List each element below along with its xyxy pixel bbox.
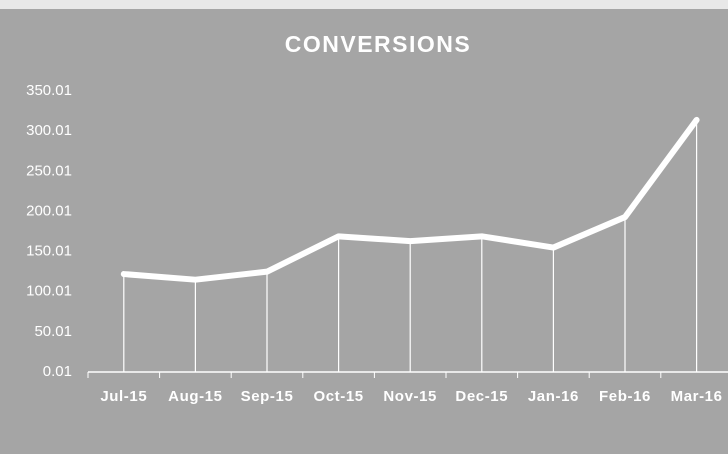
y-tick-label: 0.01 <box>43 363 72 380</box>
x-tick-label: Nov-15 <box>383 388 437 405</box>
y-tick-label: 100.01 <box>26 283 72 300</box>
x-tick-label: Aug-15 <box>168 388 222 405</box>
chart-title: CONVERSIONS <box>285 31 471 57</box>
x-tick-label: Mar-16 <box>671 388 723 405</box>
y-tick-label: 250.01 <box>26 162 72 179</box>
x-tick-label: Jan-16 <box>528 388 579 405</box>
y-tick-label: 150.01 <box>26 243 72 260</box>
x-tick-label: Sep-15 <box>241 388 294 405</box>
x-tick-label: Oct-15 <box>313 388 363 405</box>
y-tick-label: 350.01 <box>26 82 72 99</box>
y-tick-label: 200.01 <box>26 202 72 219</box>
x-tick-label: Dec-15 <box>455 388 508 405</box>
line <box>120 116 700 283</box>
y-tick-label: 50.01 <box>34 323 72 340</box>
x-tick-label: Feb-16 <box>599 388 651 405</box>
chart-background <box>0 9 728 454</box>
x-tick-label: Jul-15 <box>100 388 147 405</box>
y-tick-label: 300.01 <box>26 122 72 139</box>
